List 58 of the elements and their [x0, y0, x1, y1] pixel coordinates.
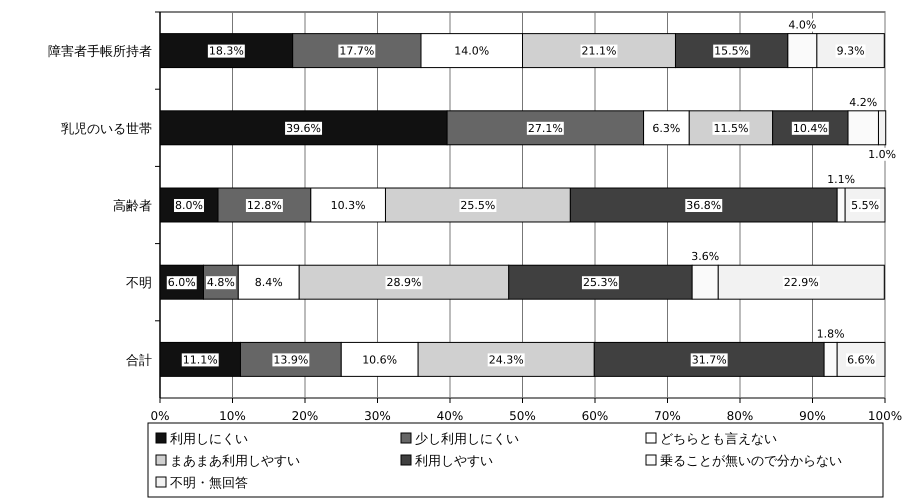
data-label: 1.0% — [868, 148, 896, 161]
data-label: 31.7% — [692, 353, 727, 366]
data-label: 14.0% — [454, 44, 490, 58]
data-label: 17.7% — [339, 44, 374, 58]
data-label: 1.1% — [827, 173, 856, 186]
data-label: 18.3% — [208, 44, 244, 58]
data-label: 9.3% — [836, 44, 865, 58]
data-label: 8.4% — [254, 276, 283, 290]
data-label: 27.1% — [528, 122, 563, 135]
x-tick-label: 100% — [868, 409, 902, 423]
data-label: 25.3% — [582, 276, 618, 290]
data-label: 15.5% — [714, 44, 750, 58]
data-label: 4.0% — [788, 18, 816, 32]
data-label: 11.1% — [182, 353, 218, 366]
data-label: 10.6% — [362, 353, 398, 366]
data-label: 8.0% — [175, 199, 203, 212]
x-tick-label: 70% — [654, 409, 681, 423]
data-label: 21.1% — [582, 44, 616, 58]
data-label: 3.6% — [691, 250, 720, 264]
data-label: 22.9% — [784, 276, 819, 290]
data-label: 6.6% — [847, 353, 876, 366]
data-label: 28.9% — [386, 276, 422, 290]
x-tick-label: 40% — [436, 409, 464, 423]
data-label: 1.8% — [816, 327, 845, 340]
data-label: 4.8% — [206, 276, 235, 290]
data-label: 13.9% — [273, 353, 308, 366]
data-label: 39.6% — [286, 122, 322, 135]
x-tick-label: 50% — [509, 409, 536, 423]
y-tick-label: 不明 — [126, 276, 152, 292]
legend-label: まあまあ利用しやすい — [170, 454, 300, 469]
data-label: 12.8% — [246, 199, 282, 212]
data-label: 6.3% — [652, 122, 680, 135]
data-label: 24.3% — [488, 353, 524, 366]
x-tick-label: 30% — [364, 409, 391, 423]
legend-label: 乗ることが無いので分からない — [660, 454, 842, 469]
y-tick-label: 障害者手帳所持者 — [48, 44, 152, 60]
x-tick-label: 10% — [219, 409, 246, 423]
data-label: 11.5% — [713, 122, 748, 135]
legend-label: 不明・無回答 — [170, 476, 248, 491]
data-label: 25.5% — [460, 199, 496, 212]
data-label: 10.4% — [792, 122, 828, 135]
x-tick-label: 0% — [150, 409, 170, 423]
x-tick-label: 20% — [292, 409, 318, 423]
x-tick-label: 90% — [799, 409, 826, 423]
y-tick-label: 合計 — [126, 353, 152, 368]
y-tick-label: 高齢者 — [113, 198, 152, 214]
data-label: 4.2% — [849, 96, 878, 109]
data-label: 5.5% — [851, 199, 880, 212]
x-tick-label: 80% — [726, 409, 754, 423]
legend-label: 利用しにくい — [170, 432, 248, 447]
y-tick-label: 乳児のいる世帯 — [61, 122, 152, 137]
legend-label: 利用しやすい — [415, 454, 493, 469]
data-label: 36.8% — [686, 199, 722, 212]
x-tick-label: 60% — [582, 409, 608, 423]
legend-label: どちらとも言えない — [660, 431, 777, 447]
legend-label: 少し利用しにくい — [415, 432, 519, 447]
data-label: 10.3% — [330, 199, 366, 212]
data-label: 6.0% — [168, 276, 196, 290]
